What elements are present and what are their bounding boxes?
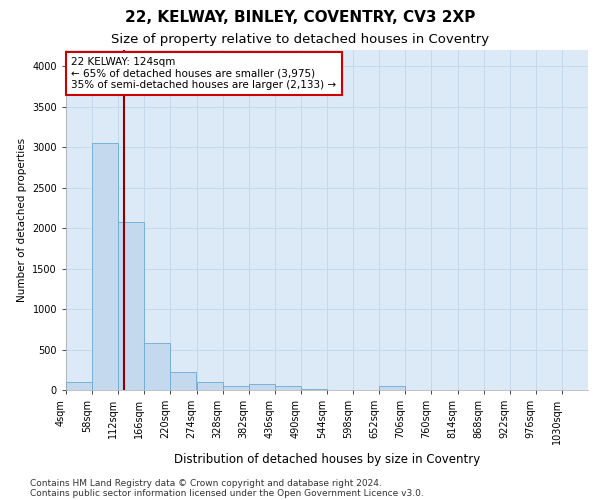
Bar	[145, 343, 170, 390]
Bar	[379, 386, 406, 390]
Bar	[223, 386, 249, 390]
Bar	[197, 382, 223, 390]
Text: Contains public sector information licensed under the Open Government Licence v3: Contains public sector information licen…	[30, 488, 424, 498]
Text: Contains HM Land Registry data © Crown copyright and database right 2024.: Contains HM Land Registry data © Crown c…	[30, 478, 382, 488]
Bar	[66, 382, 92, 390]
Bar	[170, 372, 196, 390]
Bar	[249, 384, 275, 390]
Bar	[92, 143, 118, 390]
Text: Size of property relative to detached houses in Coventry: Size of property relative to detached ho…	[111, 32, 489, 46]
Text: 22, KELWAY, BINLEY, COVENTRY, CV3 2XP: 22, KELWAY, BINLEY, COVENTRY, CV3 2XP	[125, 10, 475, 25]
Bar	[275, 386, 301, 390]
Text: 22 KELWAY: 124sqm
← 65% of detached houses are smaller (3,975)
35% of semi-detac: 22 KELWAY: 124sqm ← 65% of detached hous…	[71, 57, 337, 90]
Bar	[118, 222, 144, 390]
X-axis label: Distribution of detached houses by size in Coventry: Distribution of detached houses by size …	[174, 452, 480, 466]
Y-axis label: Number of detached properties: Number of detached properties	[17, 138, 26, 302]
